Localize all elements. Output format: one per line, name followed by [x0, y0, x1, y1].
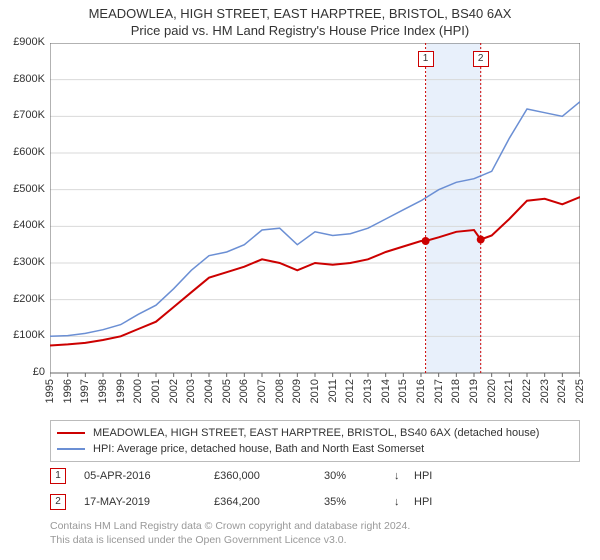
footer-line-1: Contains HM Land Registry data © Crown c…	[50, 520, 580, 534]
y-axis-label: £500K	[0, 183, 45, 195]
sale-marker: 1	[50, 468, 66, 484]
x-axis-label: 1996	[62, 379, 74, 409]
sale-gap: 30%	[324, 470, 394, 482]
x-axis-label: 2024	[556, 379, 568, 409]
chart-title: MEADOWLEA, HIGH STREET, EAST HARPTREE, B…	[0, 6, 600, 21]
legend-label: HPI: Average price, detached house, Bath…	[93, 443, 424, 455]
sale-price: £364,200	[214, 496, 324, 508]
x-axis-label: 2005	[221, 379, 233, 409]
x-axis-label: 2019	[468, 379, 480, 409]
y-axis-label: £400K	[0, 219, 45, 231]
x-axis-label: 2021	[503, 379, 515, 409]
x-axis-label: 2002	[168, 379, 180, 409]
x-axis-label: 2020	[486, 379, 498, 409]
y-axis-label: £700K	[0, 109, 45, 121]
y-axis-label: £0	[0, 366, 45, 378]
x-axis-label: 2008	[274, 379, 286, 409]
chart-area: £0£100K£200K£300K£400K£500K£600K£700K£80…	[50, 43, 580, 393]
x-axis-label: 2000	[132, 379, 144, 409]
legend-item-red: MEADOWLEA, HIGH STREET, EAST HARPTREE, B…	[57, 425, 573, 441]
y-axis-label: £100K	[0, 329, 45, 341]
x-axis-label: 2015	[397, 379, 409, 409]
sale-hpi: HPI	[414, 496, 432, 508]
legend-label: MEADOWLEA, HIGH STREET, EAST HARPTREE, B…	[93, 427, 539, 439]
line-chart	[50, 43, 580, 393]
sale-row-2: 2 17-MAY-2019 £364,200 35% ↓ HPI	[50, 494, 580, 510]
x-axis-label: 2010	[309, 379, 321, 409]
x-axis-label: 2023	[539, 379, 551, 409]
x-axis-label: 2007	[256, 379, 268, 409]
legend-swatch	[57, 432, 85, 434]
x-axis-label: 1995	[44, 379, 56, 409]
x-axis-label: 2001	[150, 379, 162, 409]
legend-item-blue: HPI: Average price, detached house, Bath…	[57, 441, 573, 457]
sale-row-1: 1 05-APR-2016 £360,000 30% ↓ HPI	[50, 468, 580, 484]
down-arrow-icon: ↓	[394, 496, 414, 508]
x-axis-label: 2013	[362, 379, 374, 409]
chart-subtitle: Price paid vs. HM Land Registry's House …	[0, 23, 600, 38]
legend-swatch	[57, 448, 85, 450]
x-axis-label: 1998	[97, 379, 109, 409]
x-axis-label: 2016	[415, 379, 427, 409]
x-axis-label: 2022	[521, 379, 533, 409]
x-axis-label: 2018	[450, 379, 462, 409]
x-axis-label: 2012	[344, 379, 356, 409]
sale-price: £360,000	[214, 470, 324, 482]
footer-text: Contains HM Land Registry data © Crown c…	[50, 520, 580, 547]
down-arrow-icon: ↓	[394, 470, 414, 482]
x-axis-label: 2014	[380, 379, 392, 409]
x-axis-label: 1997	[79, 379, 91, 409]
sale-marker-label: 1	[418, 51, 434, 67]
y-axis-label: £900K	[0, 36, 45, 48]
x-axis-label: 2009	[291, 379, 303, 409]
y-axis-label: £600K	[0, 146, 45, 158]
x-axis-label: 2017	[433, 379, 445, 409]
x-axis-label: 2004	[203, 379, 215, 409]
sale-marker: 2	[50, 494, 66, 510]
y-axis-label: £300K	[0, 256, 45, 268]
sale-date: 17-MAY-2019	[84, 496, 214, 508]
sale-marker-label: 2	[473, 51, 489, 67]
sale-date: 05-APR-2016	[84, 470, 214, 482]
x-axis-label: 1999	[115, 379, 127, 409]
y-axis-label: £800K	[0, 73, 45, 85]
sale-gap: 35%	[324, 496, 394, 508]
x-axis-label: 2003	[185, 379, 197, 409]
legend: MEADOWLEA, HIGH STREET, EAST HARPTREE, B…	[50, 420, 580, 462]
x-axis-label: 2025	[574, 379, 586, 409]
x-axis-label: 2011	[327, 379, 339, 409]
y-axis-label: £200K	[0, 293, 45, 305]
sale-hpi: HPI	[414, 470, 432, 482]
title-block: MEADOWLEA, HIGH STREET, EAST HARPTREE, B…	[0, 0, 600, 38]
x-axis-label: 2006	[238, 379, 250, 409]
footer-line-2: This data is licensed under the Open Gov…	[50, 534, 580, 548]
